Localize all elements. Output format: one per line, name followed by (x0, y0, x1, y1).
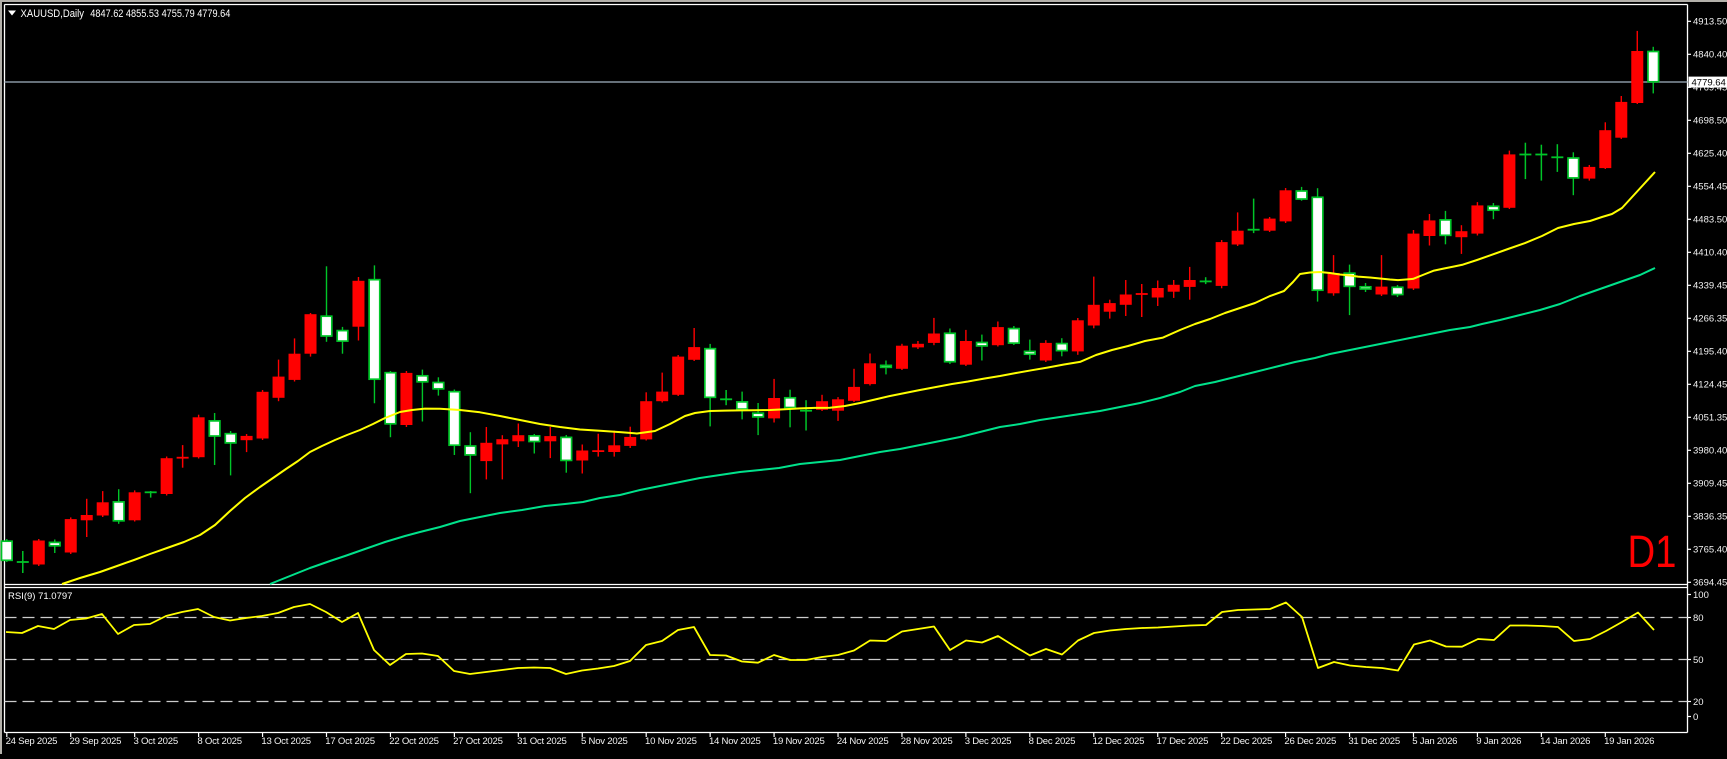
svg-text:22 Dec 2025: 22 Dec 2025 (1220, 736, 1272, 747)
svg-text:24 Sep 2025: 24 Sep 2025 (6, 736, 58, 747)
svg-text:12 Dec 2025: 12 Dec 2025 (1093, 736, 1145, 747)
svg-text:5 Jan 2026: 5 Jan 2026 (1412, 736, 1457, 747)
svg-text:9 Jan 2026: 9 Jan 2026 (1476, 736, 1521, 747)
svg-text:26 Dec 2025: 26 Dec 2025 (1284, 736, 1336, 747)
svg-text:31 Dec 2025: 31 Dec 2025 (1348, 736, 1400, 747)
svg-text:10 Nov 2025: 10 Nov 2025 (645, 736, 697, 747)
svg-text:4913.50: 4913.50 (1693, 17, 1727, 28)
svg-text:100: 100 (1693, 590, 1709, 601)
svg-text:4483.50: 4483.50 (1693, 215, 1727, 226)
svg-text:13 Oct 2025: 13 Oct 2025 (261, 736, 311, 747)
svg-text:27 Oct 2025: 27 Oct 2025 (453, 736, 503, 747)
svg-text:8 Dec 2025: 8 Dec 2025 (1029, 736, 1076, 747)
svg-text:31 Oct 2025: 31 Oct 2025 (517, 736, 567, 747)
svg-text:4410.40: 4410.40 (1693, 248, 1727, 259)
svg-text:4124.45: 4124.45 (1693, 380, 1727, 391)
svg-text:8 Oct 2025: 8 Oct 2025 (197, 736, 241, 747)
svg-text:D1: D1 (1628, 526, 1677, 577)
svg-text:3836.35: 3836.35 (1693, 512, 1727, 523)
svg-text:XAUUSD,Daily: XAUUSD,Daily (21, 8, 85, 20)
svg-text:3694.45: 3694.45 (1693, 578, 1727, 589)
svg-text:29 Sep 2025: 29 Sep 2025 (70, 736, 122, 747)
svg-text:3765.40: 3765.40 (1693, 545, 1727, 556)
svg-text:50: 50 (1693, 655, 1704, 666)
svg-text:4769.45: 4769.45 (1693, 83, 1727, 94)
svg-text:28 Nov 2025: 28 Nov 2025 (901, 736, 953, 747)
svg-text:17 Dec 2025: 17 Dec 2025 (1157, 736, 1209, 747)
svg-text:3980.40: 3980.40 (1693, 446, 1727, 457)
svg-text:22 Oct 2025: 22 Oct 2025 (389, 736, 439, 747)
svg-text:24 Nov 2025: 24 Nov 2025 (837, 736, 889, 747)
svg-text:0: 0 (1693, 712, 1698, 723)
svg-text:17 Oct 2025: 17 Oct 2025 (325, 736, 375, 747)
svg-text:19 Nov 2025: 19 Nov 2025 (773, 736, 825, 747)
svg-text:4779.64: 4779.64 (1692, 78, 1726, 89)
svg-text:5 Nov 2025: 5 Nov 2025 (581, 736, 628, 747)
svg-text:4625.40: 4625.40 (1693, 149, 1727, 160)
svg-text:4339.45: 4339.45 (1693, 281, 1727, 292)
svg-text:4840.40: 4840.40 (1693, 50, 1727, 61)
svg-text:3 Oct 2025: 3 Oct 2025 (133, 736, 177, 747)
svg-text:3909.45: 3909.45 (1693, 479, 1727, 490)
svg-text:14 Nov 2025: 14 Nov 2025 (709, 736, 761, 747)
svg-text:4554.45: 4554.45 (1693, 182, 1727, 193)
svg-text:80: 80 (1693, 613, 1704, 624)
svg-text:4051.35: 4051.35 (1693, 413, 1727, 424)
svg-text:20: 20 (1693, 697, 1704, 708)
svg-text:4698.50: 4698.50 (1693, 116, 1727, 127)
svg-text:RSI(9) 71.0797: RSI(9) 71.0797 (8, 591, 72, 602)
svg-text:4195.40: 4195.40 (1693, 347, 1727, 358)
svg-text:14 Jan 2026: 14 Jan 2026 (1540, 736, 1590, 747)
svg-text:19 Jan 2026: 19 Jan 2026 (1604, 736, 1654, 747)
svg-text:4266.35: 4266.35 (1693, 314, 1727, 325)
svg-text:3 Dec 2025: 3 Dec 2025 (965, 736, 1012, 747)
svg-text:4847.62 4855.53 4755.79 4779.6: 4847.62 4855.53 4755.79 4779.64 (90, 8, 230, 20)
